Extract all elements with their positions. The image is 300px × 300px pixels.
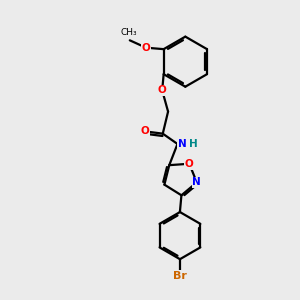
Text: CH₃: CH₃	[120, 28, 136, 38]
Text: H: H	[189, 139, 197, 149]
Text: N: N	[192, 177, 201, 188]
Text: O: O	[140, 126, 149, 136]
Text: O: O	[185, 159, 194, 169]
Text: O: O	[142, 43, 150, 53]
Text: N: N	[178, 139, 187, 149]
Text: O: O	[158, 85, 167, 95]
Text: Br: Br	[173, 271, 187, 281]
